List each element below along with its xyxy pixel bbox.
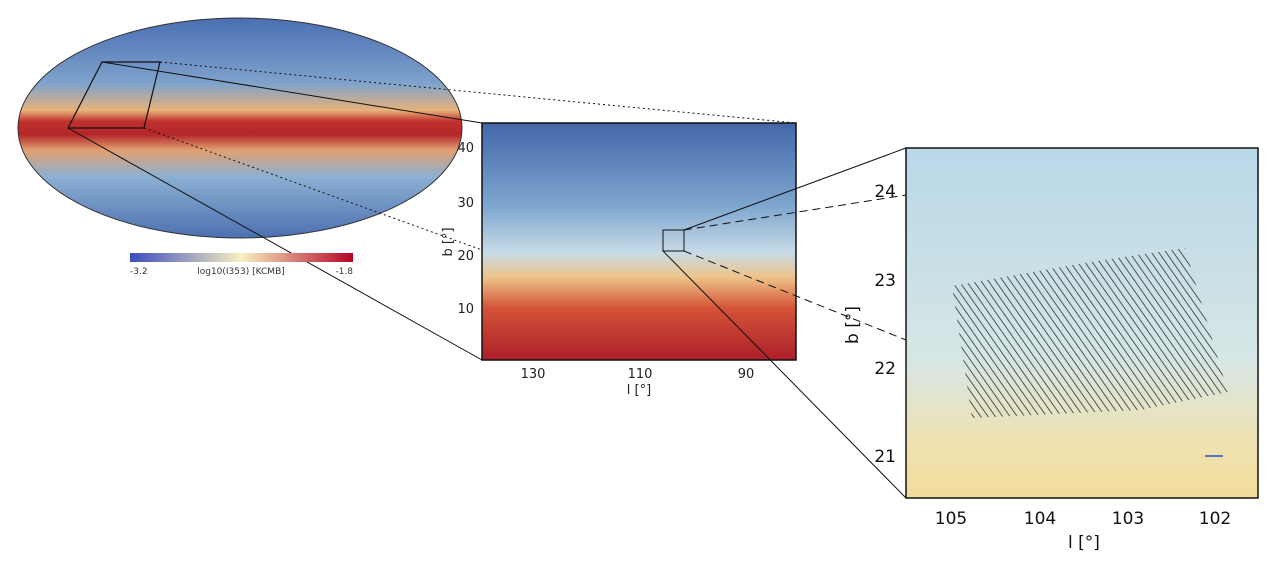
x-tick-label: 90 — [738, 367, 755, 382]
x-axis-label: l [°] — [1068, 533, 1100, 553]
y-tick-label: 22 — [874, 359, 896, 379]
y-tick-label: 23 — [874, 271, 896, 291]
zoom-line — [683, 147, 907, 231]
y-tick-label: 24 — [874, 182, 896, 202]
y-tick-label: 21 — [874, 447, 896, 467]
y-tick-label: 40 — [457, 141, 474, 156]
zoom-line — [67, 127, 483, 361]
zoom-line — [683, 194, 907, 231]
zoom-line — [101, 61, 483, 124]
polarization-vectors — [952, 248, 1228, 418]
y-tick-label: 20 — [457, 249, 474, 264]
colorbar-label: log10(I353) [KCMB] — [197, 267, 285, 277]
y-tick-label: 30 — [457, 196, 474, 211]
zoom-line — [662, 250, 907, 499]
y-tick-label: 10 — [457, 302, 474, 317]
x-tick-label: 104 — [1024, 509, 1056, 529]
x-tick-label: 105 — [935, 509, 967, 529]
y-axis-label: b [°] — [843, 306, 863, 344]
x-tick-label: 110 — [628, 367, 653, 382]
zoom-line — [683, 250, 907, 341]
zoom-line — [159, 61, 797, 124]
x-tick-label: 102 — [1199, 509, 1231, 529]
sky-map — [17, 17, 463, 239]
x-tick-label: 130 — [521, 367, 546, 382]
colorbar — [130, 253, 353, 262]
x-tick-label: 103 — [1112, 509, 1144, 529]
y-axis-label: b [°] — [441, 227, 456, 256]
zoom-map — [481, 122, 797, 361]
x-axis-label: l [°] — [627, 383, 651, 398]
detail-box — [662, 229, 685, 252]
colorbar-min: -3.2 — [130, 267, 148, 277]
colorbar-max: -1.8 — [335, 267, 353, 277]
